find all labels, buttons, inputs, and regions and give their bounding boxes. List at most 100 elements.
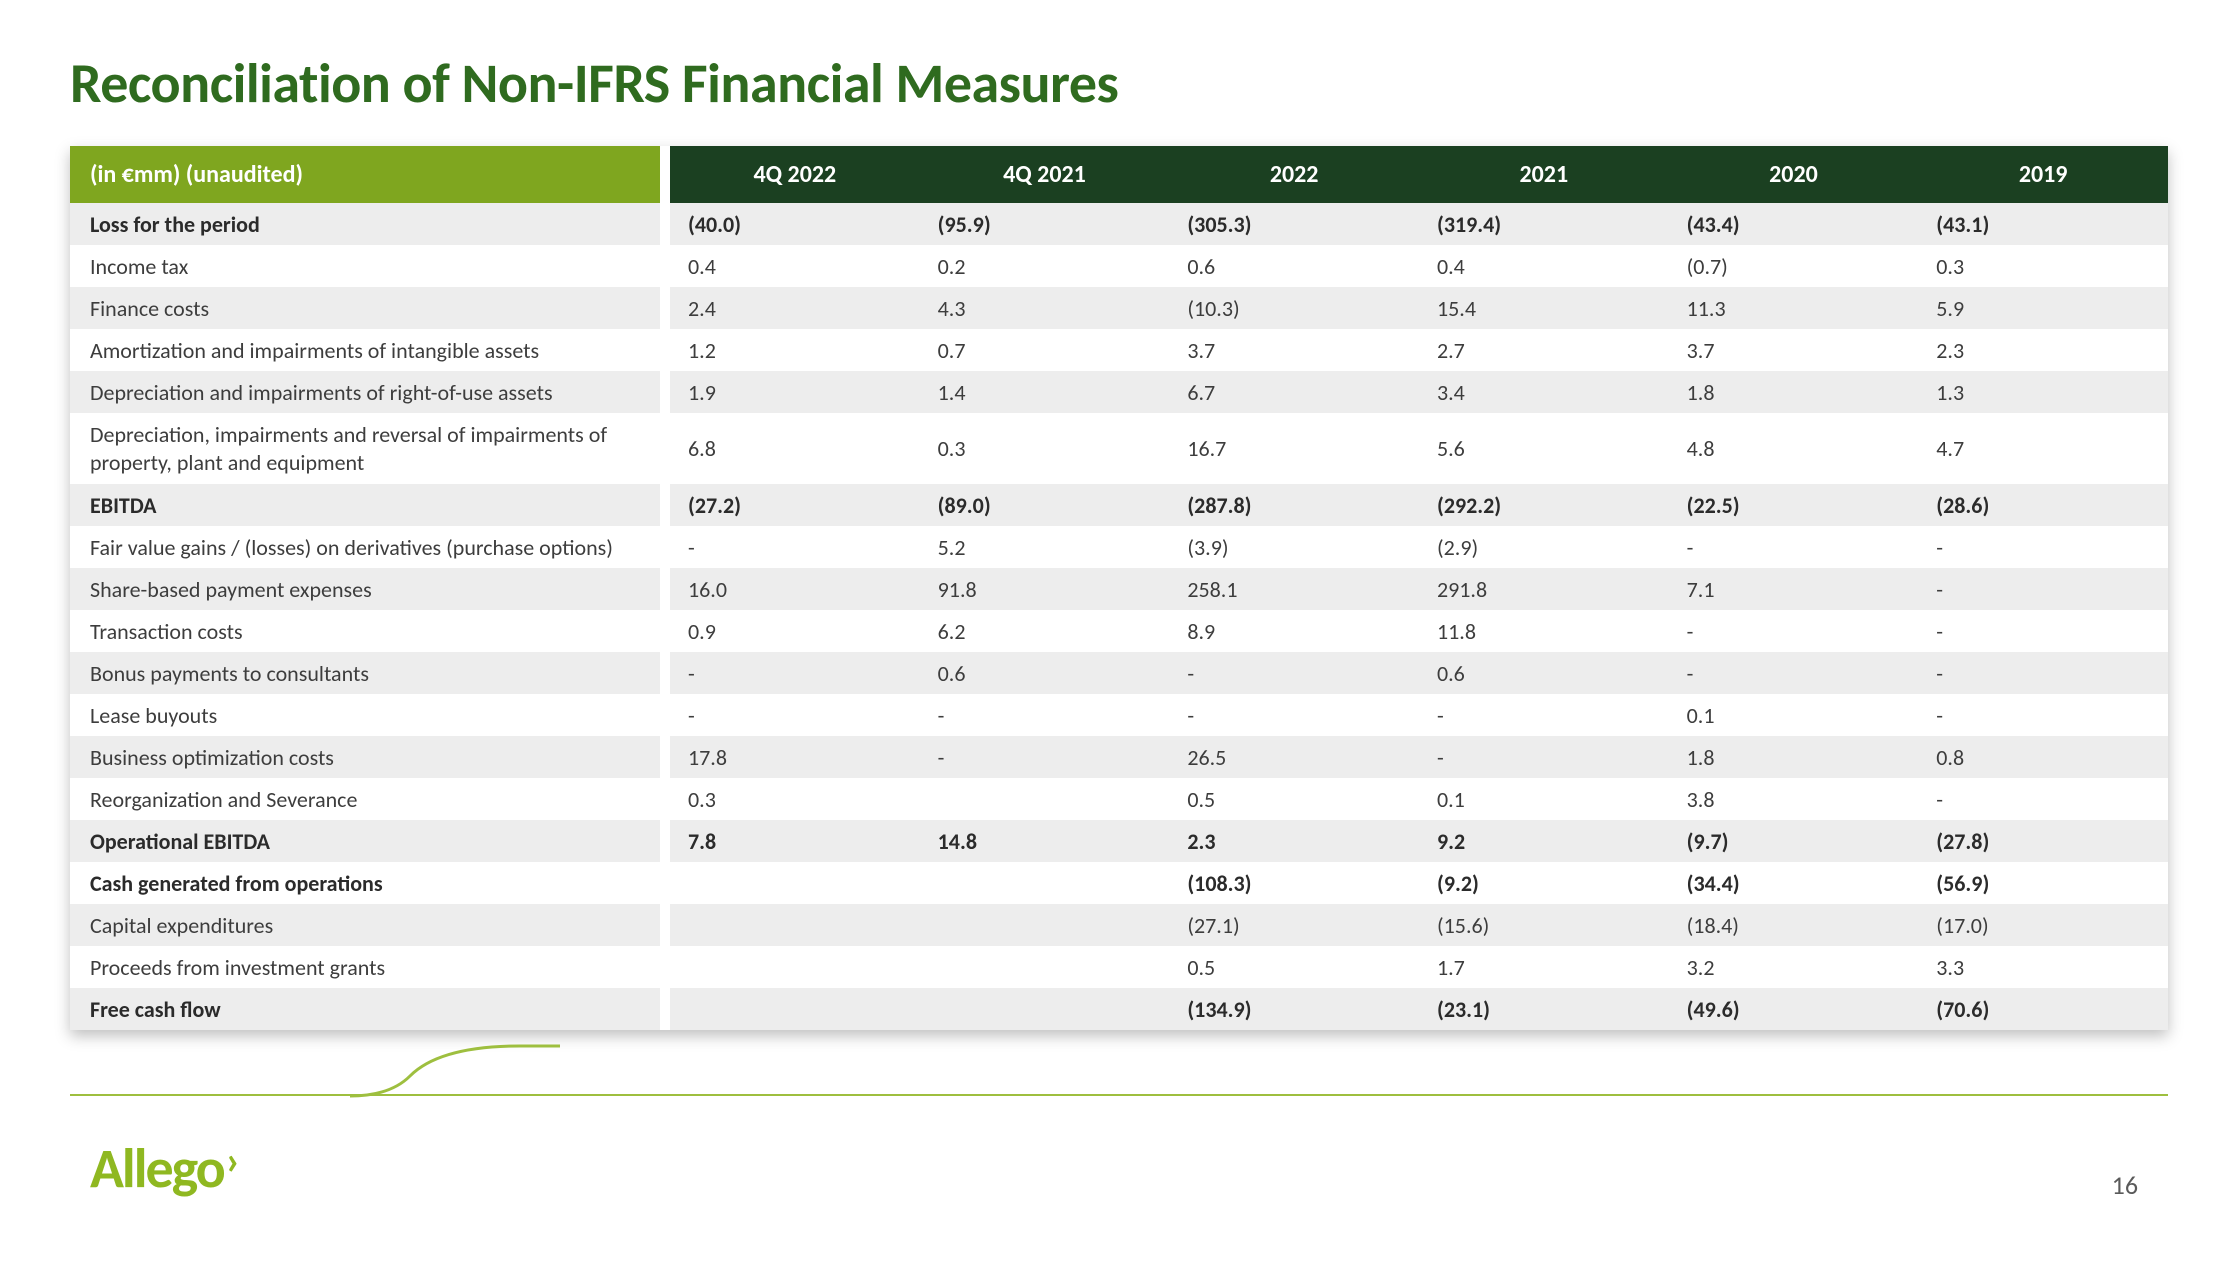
financial-table: (in €mm) (unaudited) 4Q 2022 4Q 2021 202… — [70, 146, 2168, 1030]
row-gap — [660, 287, 670, 329]
col-header: 2020 — [1669, 146, 1919, 203]
cell-value: 291.8 — [1419, 568, 1669, 610]
cell-value: 0.3 — [1918, 245, 2168, 287]
cell-value: (27.1) — [1169, 904, 1419, 946]
cell-value: 0.3 — [670, 778, 920, 820]
cell-value: (319.4) — [1419, 203, 1669, 245]
table-row: Depreciation and impairments of right-of… — [70, 371, 2168, 413]
cell-value: (70.6) — [1918, 988, 2168, 1030]
cell-value: 0.6 — [1419, 652, 1669, 694]
logo: Allego› — [90, 1135, 238, 1203]
cell-value: 0.8 — [1918, 736, 2168, 778]
cell-value: 5.6 — [1419, 413, 1669, 484]
cell-value: - — [1918, 652, 2168, 694]
cell-value: (18.4) — [1669, 904, 1919, 946]
cell-value: (22.5) — [1669, 484, 1919, 526]
cell-value: (108.3) — [1169, 862, 1419, 904]
cell-value: - — [670, 694, 920, 736]
logo-chevron-icon: › — [226, 1136, 238, 1185]
cell-value: - — [1918, 778, 2168, 820]
cell-value: 0.3 — [920, 413, 1170, 484]
row-gap — [660, 203, 670, 245]
cell-value: (292.2) — [1419, 484, 1669, 526]
cell-value: 258.1 — [1169, 568, 1419, 610]
cell-value: 3.3 — [1918, 946, 2168, 988]
row-gap — [660, 652, 670, 694]
row-label: Cash generated from operations — [70, 862, 660, 904]
cell-value: - — [1918, 610, 2168, 652]
row-label: Proceeds from investment grants — [70, 946, 660, 988]
row-label: Transaction costs — [70, 610, 660, 652]
cell-value: 1.3 — [1918, 371, 2168, 413]
row-gap — [660, 820, 670, 862]
table-row: Amortization and impairments of intangib… — [70, 329, 2168, 371]
cell-value: 11.3 — [1669, 287, 1919, 329]
cell-value: (3.9) — [1169, 526, 1419, 568]
cell-value: 3.4 — [1419, 371, 1669, 413]
row-label: Depreciation, impairments and reversal o… — [70, 413, 660, 484]
cell-value: (27.2) — [670, 484, 920, 526]
cell-value: 8.9 — [1169, 610, 1419, 652]
cell-value: (27.8) — [1918, 820, 2168, 862]
cell-value: (95.9) — [920, 203, 1170, 245]
cell-value: 3.2 — [1669, 946, 1919, 988]
cell-value: 15.4 — [1419, 287, 1669, 329]
row-gap — [660, 245, 670, 287]
cell-value: (56.9) — [1918, 862, 2168, 904]
cell-value: (43.1) — [1918, 203, 2168, 245]
cell-value: 0.4 — [1419, 245, 1669, 287]
col-header: 4Q 2021 — [920, 146, 1170, 203]
row-label: Income tax — [70, 245, 660, 287]
cell-value: - — [1918, 568, 2168, 610]
cell-value: 3.7 — [1169, 329, 1419, 371]
row-label: EBITDA — [70, 484, 660, 526]
cell-value — [920, 778, 1170, 820]
row-label: Capital expenditures — [70, 904, 660, 946]
cell-value: 16.7 — [1169, 413, 1419, 484]
row-gap — [660, 736, 670, 778]
col-header: 4Q 2022 — [670, 146, 920, 203]
row-gap — [660, 862, 670, 904]
cell-value: 5.9 — [1918, 287, 2168, 329]
cell-value: - — [920, 694, 1170, 736]
col-header: 2019 — [1918, 146, 2168, 203]
table-row: Proceeds from investment grants0.51.73.2… — [70, 946, 2168, 988]
cell-value: (49.6) — [1669, 988, 1919, 1030]
col-header: 2021 — [1419, 146, 1669, 203]
cell-value: 17.8 — [670, 736, 920, 778]
cell-value: - — [1669, 526, 1919, 568]
cell-value: 0.9 — [670, 610, 920, 652]
cell-value: 11.8 — [1419, 610, 1669, 652]
cell-value: 2.3 — [1918, 329, 2168, 371]
cell-value: - — [1669, 652, 1919, 694]
cell-value: 0.7 — [920, 329, 1170, 371]
table-row: Lease buyouts----0.1- — [70, 694, 2168, 736]
row-label: Amortization and impairments of intangib… — [70, 329, 660, 371]
row-label: Fair value gains / (losses) on derivativ… — [70, 526, 660, 568]
cell-value: 91.8 — [920, 568, 1170, 610]
row-label: Reorganization and Severance — [70, 778, 660, 820]
table-row: Transaction costs0.96.28.911.8-- — [70, 610, 2168, 652]
cell-value: 1.2 — [670, 329, 920, 371]
cell-value: (15.6) — [1419, 904, 1669, 946]
row-label: Lease buyouts — [70, 694, 660, 736]
cell-value: - — [920, 736, 1170, 778]
table-body: Loss for the period(40.0)(95.9)(305.3)(3… — [70, 203, 2168, 1030]
cell-value — [920, 862, 1170, 904]
cell-value: 1.9 — [670, 371, 920, 413]
row-label: Operational EBITDA — [70, 820, 660, 862]
table-row: Reorganization and Severance0.30.50.13.8… — [70, 778, 2168, 820]
cell-value: (0.7) — [1669, 245, 1919, 287]
cell-value: 6.7 — [1169, 371, 1419, 413]
table-row: Finance costs2.44.3(10.3)15.411.35.9 — [70, 287, 2168, 329]
cell-value: - — [1419, 736, 1669, 778]
row-gap — [660, 946, 670, 988]
row-gap — [660, 694, 670, 736]
logo-text: Allego — [90, 1135, 224, 1203]
row-gap — [660, 988, 670, 1030]
cell-value: 2.3 — [1169, 820, 1419, 862]
cell-value: 0.1 — [1419, 778, 1669, 820]
col-header: 2022 — [1169, 146, 1419, 203]
table-row: Share-based payment expenses16.091.8258.… — [70, 568, 2168, 610]
cell-value: 6.2 — [920, 610, 1170, 652]
